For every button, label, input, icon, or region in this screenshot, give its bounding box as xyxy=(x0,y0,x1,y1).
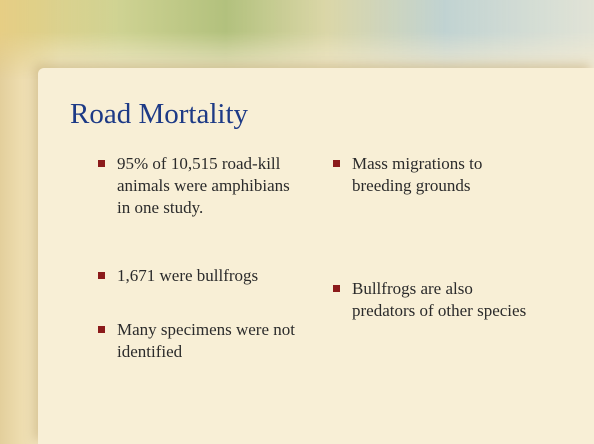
bullet: 1,671 were bullfrogs xyxy=(117,265,297,287)
bullet: Many specimens were not identified xyxy=(117,319,297,363)
bullet: Mass migrations to breeding grounds xyxy=(352,153,532,197)
page: Road Mortality 95% of 10,515 road-kill a… xyxy=(0,0,594,444)
slide-title: Road Mortality xyxy=(70,98,248,131)
bullet: Bullfrogs are also predators of other sp… xyxy=(352,278,532,322)
bullet: 95% of 10,515 road-kill animals were amp… xyxy=(117,153,297,219)
